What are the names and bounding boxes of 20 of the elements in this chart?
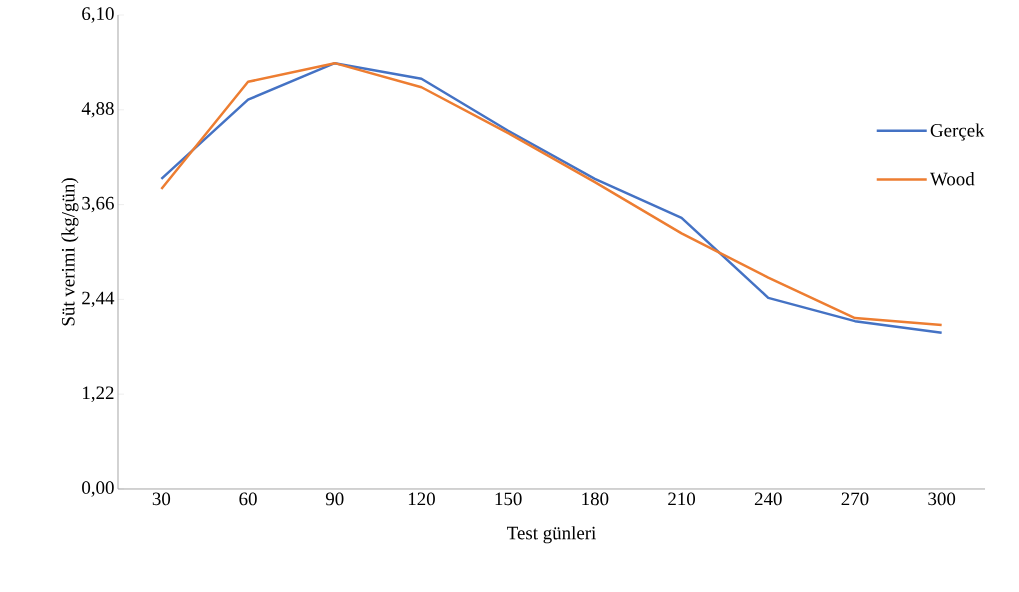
y-tick-label: 1,22	[83, 386, 114, 402]
y-tick-label: 2,44	[82, 291, 115, 308]
y-tick-label: 6,10	[82, 7, 114, 23]
x-tick-label: 30	[152, 492, 171, 506]
y-tick-label: 3,66	[82, 196, 114, 213]
x-tick-label: 120	[408, 492, 435, 506]
x-tick-label: 60	[239, 492, 257, 506]
x-tick-label: 210	[668, 492, 696, 506]
x-tick-label: 270	[841, 492, 869, 506]
legend-label: Wood	[929, 172, 975, 186]
x-tick-label: 240	[754, 492, 782, 506]
x-tick-label: 150	[495, 492, 522, 506]
x-tick-label: 300	[928, 492, 956, 506]
y-tick-label: 0,00	[82, 481, 114, 497]
x-tick-label: 180	[582, 492, 609, 506]
legend-label: Gerçek	[930, 123, 985, 141]
x-axis-title: Test günleri	[507, 526, 596, 544]
x-tick-label: 90	[325, 492, 344, 506]
y-tick-label: 4,88	[81, 102, 114, 118]
y-axis-title: Süt verimi (kg/gün)	[61, 178, 79, 326]
